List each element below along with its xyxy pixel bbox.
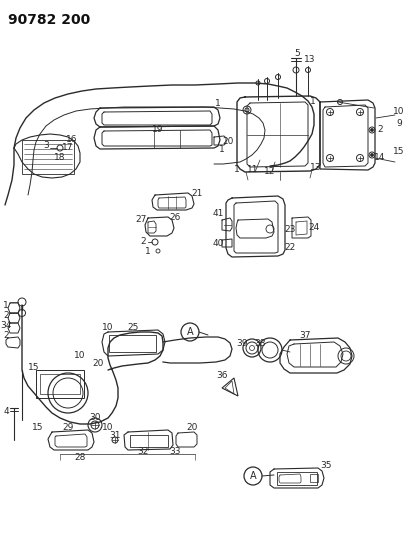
Text: 27: 27 bbox=[135, 214, 147, 223]
Text: 23: 23 bbox=[284, 225, 296, 235]
Text: 9: 9 bbox=[396, 118, 402, 127]
Text: 3: 3 bbox=[43, 141, 49, 150]
Text: 4: 4 bbox=[3, 408, 9, 416]
Text: 14: 14 bbox=[374, 154, 386, 163]
Text: 34: 34 bbox=[0, 320, 12, 329]
Circle shape bbox=[369, 127, 375, 133]
Text: 10: 10 bbox=[102, 424, 114, 432]
Text: 17: 17 bbox=[62, 143, 74, 152]
Circle shape bbox=[181, 323, 199, 341]
Text: 13: 13 bbox=[310, 163, 322, 172]
Text: 28: 28 bbox=[74, 453, 86, 462]
Text: 21: 21 bbox=[191, 189, 203, 198]
Text: 2: 2 bbox=[377, 125, 383, 134]
Text: 31: 31 bbox=[109, 431, 121, 440]
Text: 2: 2 bbox=[3, 330, 9, 340]
Text: 13: 13 bbox=[304, 55, 316, 64]
Text: 16: 16 bbox=[66, 135, 78, 144]
Text: 1: 1 bbox=[3, 301, 9, 310]
Text: 35: 35 bbox=[320, 461, 332, 470]
Bar bbox=[277, 472, 317, 485]
Text: 15: 15 bbox=[32, 423, 44, 432]
Text: 1: 1 bbox=[219, 144, 225, 154]
Text: 36: 36 bbox=[216, 372, 228, 381]
Text: 2: 2 bbox=[3, 311, 9, 319]
Text: 10: 10 bbox=[393, 108, 405, 117]
Circle shape bbox=[357, 155, 363, 161]
Text: 90782 200: 90782 200 bbox=[8, 13, 90, 27]
Text: 1: 1 bbox=[145, 246, 151, 255]
Text: 19: 19 bbox=[152, 125, 164, 134]
Text: 10: 10 bbox=[74, 351, 86, 360]
Bar bbox=[310, 474, 318, 482]
Text: 18: 18 bbox=[54, 152, 66, 161]
Bar bbox=[36, 370, 84, 398]
Text: 20: 20 bbox=[222, 136, 234, 146]
Text: 24: 24 bbox=[309, 223, 319, 232]
Text: 1: 1 bbox=[215, 100, 221, 109]
Text: 22: 22 bbox=[284, 244, 295, 253]
Text: 29: 29 bbox=[62, 423, 74, 432]
Text: 33: 33 bbox=[169, 448, 181, 456]
Text: 41: 41 bbox=[212, 208, 224, 217]
Bar bbox=[109, 335, 156, 352]
Bar bbox=[22, 140, 74, 174]
Text: 1: 1 bbox=[310, 98, 316, 107]
Text: 20: 20 bbox=[186, 424, 198, 432]
Circle shape bbox=[370, 128, 374, 132]
Text: 26: 26 bbox=[169, 214, 181, 222]
Text: 5: 5 bbox=[294, 50, 300, 59]
Text: 39: 39 bbox=[236, 338, 248, 348]
Circle shape bbox=[370, 154, 374, 157]
Text: 12: 12 bbox=[264, 167, 276, 176]
Text: 2: 2 bbox=[140, 238, 146, 246]
Text: A: A bbox=[249, 471, 256, 481]
Text: 15: 15 bbox=[28, 364, 40, 373]
Text: A: A bbox=[187, 327, 193, 337]
Circle shape bbox=[326, 109, 333, 116]
Text: 38: 38 bbox=[254, 340, 266, 349]
Circle shape bbox=[326, 155, 333, 161]
Text: 32: 32 bbox=[137, 448, 149, 456]
Circle shape bbox=[244, 467, 262, 485]
Text: 10: 10 bbox=[102, 324, 114, 333]
Bar bbox=[40, 374, 80, 394]
Text: 37: 37 bbox=[299, 330, 311, 340]
Bar bbox=[130, 435, 168, 447]
Text: 1: 1 bbox=[234, 165, 240, 174]
Text: 15: 15 bbox=[393, 148, 405, 157]
Circle shape bbox=[357, 109, 363, 116]
Text: 40: 40 bbox=[212, 238, 224, 247]
Text: 25: 25 bbox=[127, 322, 139, 332]
Text: 20: 20 bbox=[92, 359, 104, 367]
Text: 11: 11 bbox=[247, 165, 259, 174]
Text: 30: 30 bbox=[89, 414, 101, 423]
